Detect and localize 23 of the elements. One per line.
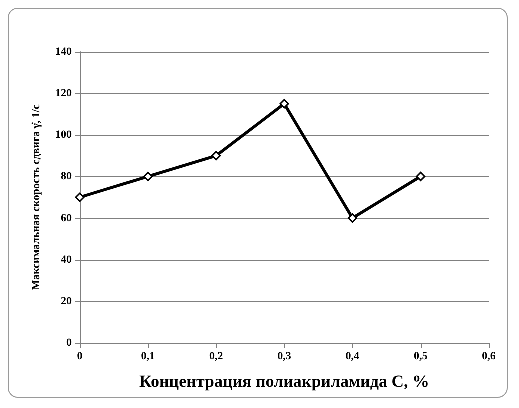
point <box>75 192 85 202</box>
point <box>280 99 290 109</box>
x-tick-label: 0,4 <box>346 350 360 362</box>
y-tick-label: 40 <box>61 254 72 266</box>
y-tick-label: 60 <box>61 212 72 224</box>
point <box>143 172 153 182</box>
point <box>416 172 426 182</box>
x-tick-label: 0,3 <box>278 350 292 362</box>
x-tick-label: 0 <box>77 350 84 362</box>
point <box>348 214 358 224</box>
y-tick-label: 20 <box>61 295 72 308</box>
y-tick-label: 100 <box>56 129 72 142</box>
y-tick-label: 120 <box>56 88 72 100</box>
y-tick-label: 0 <box>66 337 72 349</box>
y-axis-title: Максимальная скорость сдвига γ̇, 1/с <box>30 104 42 290</box>
x-axis-title: Концентрация полиакриламида C, % <box>140 372 430 391</box>
x-tick-label: 0,2 <box>209 350 224 362</box>
y-tick-label: 140 <box>56 46 72 58</box>
x-tick-label: 0,6 <box>482 350 496 362</box>
x-tick-label: 0,1 <box>141 350 156 362</box>
y-tick-label: 80 <box>61 170 72 183</box>
x-tick-label: 0,5 <box>414 350 428 362</box>
point <box>212 151 222 161</box>
